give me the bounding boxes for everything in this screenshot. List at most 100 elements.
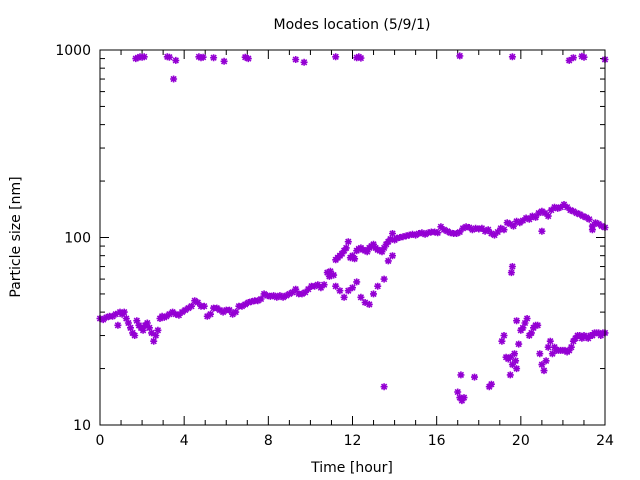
- data-point: [102, 313, 110, 321]
- data-point: [124, 319, 132, 327]
- x-tick-label: 4: [180, 433, 189, 449]
- data-point: [396, 234, 404, 241]
- data-point: [538, 361, 546, 369]
- data-point: [563, 203, 571, 211]
- data-point: [578, 52, 586, 60]
- data-point: [588, 226, 596, 234]
- data-point: [503, 219, 511, 227]
- data-point: [181, 306, 189, 314]
- data-point: [332, 282, 340, 290]
- data-point: [122, 315, 130, 322]
- data-point: [487, 380, 495, 388]
- data-point: [325, 272, 333, 280]
- data-point: [582, 213, 590, 221]
- data-point: [320, 281, 328, 289]
- y-tick-label: 1000: [55, 43, 91, 59]
- data-point: [210, 54, 218, 62]
- data-point: [384, 257, 392, 265]
- data-point: [437, 223, 445, 231]
- data-point: [544, 343, 552, 351]
- data-point: [165, 53, 173, 61]
- data-point: [538, 207, 546, 215]
- data-point: [497, 224, 505, 232]
- data-point: [150, 337, 158, 345]
- data-point: [301, 288, 309, 296]
- data-point: [170, 75, 178, 83]
- data-point: [132, 55, 140, 63]
- data-point: [203, 312, 211, 320]
- data-point: [143, 319, 151, 327]
- data-point: [507, 269, 515, 277]
- data-point: [569, 54, 577, 62]
- data-point: [363, 248, 371, 256]
- data-point: [554, 204, 562, 212]
- data-point: [207, 310, 214, 318]
- data-point: [244, 55, 252, 63]
- data-point: [519, 324, 527, 332]
- data-point: [257, 295, 265, 303]
- data-point: [238, 302, 246, 310]
- data-point: [393, 234, 401, 242]
- data-point: [298, 290, 306, 298]
- data-point: [399, 233, 407, 241]
- data-point: [114, 321, 122, 329]
- x-tick-label: 8: [264, 433, 273, 449]
- data-point: [588, 222, 596, 230]
- data-point: [506, 371, 514, 379]
- data-point: [527, 329, 535, 337]
- data-point: [498, 337, 506, 345]
- data-point: [465, 224, 473, 231]
- data-point: [273, 293, 281, 301]
- data-point: [560, 201, 568, 208]
- data-point: [567, 343, 575, 351]
- data-point: [544, 212, 552, 220]
- data-point: [542, 357, 550, 365]
- data-point: [357, 54, 365, 62]
- data-point: [330, 271, 338, 279]
- data-point: [512, 357, 520, 365]
- tick-labels: 0 4 8 12 16 20 24 10 100 1000: [55, 43, 614, 449]
- data-point: [454, 388, 462, 396]
- data-point: [566, 206, 574, 214]
- data-point: [292, 285, 300, 293]
- data-point: [133, 317, 141, 325]
- data-point: [374, 282, 382, 290]
- data-point: [134, 54, 142, 62]
- data-point: [511, 350, 518, 358]
- data-point: [478, 224, 486, 232]
- data-point: [565, 56, 573, 64]
- data-point: [547, 206, 555, 214]
- data-point: [421, 230, 429, 238]
- x-tick-label: 24: [596, 433, 614, 449]
- data-point: [199, 53, 207, 61]
- data-point: [131, 332, 139, 339]
- data-point: [456, 52, 464, 60]
- data-point: [521, 319, 529, 327]
- data-point: [538, 227, 546, 235]
- data-point: [317, 284, 325, 292]
- data-point: [254, 297, 262, 305]
- data-point: [355, 245, 363, 253]
- data-point: [487, 230, 495, 237]
- data-point: [152, 332, 160, 339]
- data-point: [548, 350, 556, 358]
- data-point: [386, 235, 394, 243]
- data-point: [541, 209, 549, 217]
- data-point: [409, 230, 416, 238]
- data-point: [513, 217, 521, 225]
- y-axis-label: Particle size [nm]: [8, 176, 24, 297]
- data-point: [418, 229, 426, 237]
- data-point: [357, 293, 365, 301]
- data-point: [585, 215, 593, 223]
- data-point: [304, 285, 312, 293]
- data-point: [508, 263, 516, 270]
- data-point: [516, 219, 524, 227]
- data-point: [434, 229, 442, 237]
- data-point: [557, 203, 565, 211]
- data-point: [468, 226, 476, 234]
- data-point: [576, 210, 584, 218]
- data-point: [332, 53, 340, 61]
- data-point: [551, 343, 558, 351]
- data-point: [109, 312, 117, 320]
- data-point: [191, 297, 199, 305]
